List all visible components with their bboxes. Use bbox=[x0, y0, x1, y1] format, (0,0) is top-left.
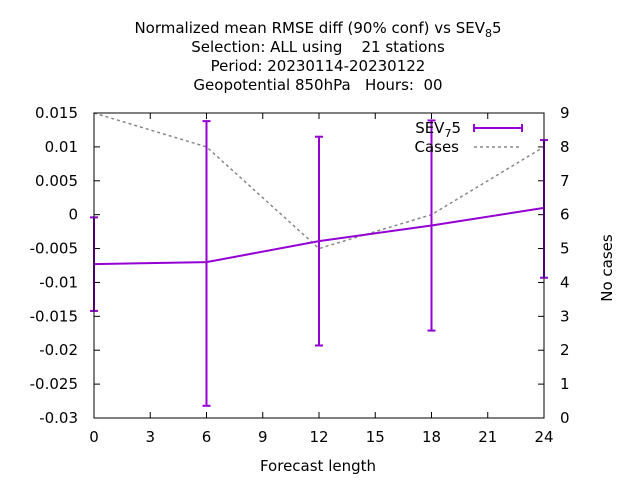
legend-label-sev75: SEV75 bbox=[415, 119, 461, 140]
y-tick-labels: 0.015 0.01 0.005 0 -0.005 -0.01 -0.015 -0.02 -0.… bbox=[30, 104, 78, 427]
x-tick-label: 24 bbox=[534, 428, 553, 446]
y2-tick-label: 5 bbox=[560, 240, 570, 258]
title-line-3: Period: 20230114-20230122 bbox=[211, 57, 426, 75]
x-tick-labels: 0 3 6 9 12 15 18 21 24 bbox=[89, 428, 553, 446]
y-tick-label: -0.01 bbox=[39, 273, 78, 291]
y-tick-label: -0.015 bbox=[30, 307, 78, 325]
y2-tick-label: 0 bbox=[560, 409, 570, 427]
x-tick-label: 9 bbox=[258, 428, 268, 446]
legend-sev-prefix: SEV bbox=[415, 119, 445, 137]
x-tick-label: 6 bbox=[202, 428, 212, 446]
title-line-4: Geopotential 850hPa Hours: 00 bbox=[193, 76, 442, 94]
x-axis-label: Forecast length bbox=[260, 457, 376, 475]
x-tick-label: 15 bbox=[366, 428, 385, 446]
y2-tick-label: 4 bbox=[560, 273, 570, 291]
sev75-errorbar bbox=[202, 120, 211, 407]
x-tick-label: 0 bbox=[89, 428, 99, 446]
cases-series-line bbox=[93, 112, 545, 250]
title-line-1-sub: 8 bbox=[485, 27, 492, 40]
legend-label-cases: Cases bbox=[414, 138, 459, 156]
title-line-1-suffix: 5 bbox=[492, 19, 502, 37]
legend: SEV75 Cases bbox=[414, 119, 523, 156]
plot-series bbox=[90, 112, 548, 407]
y-tick-label: -0.005 bbox=[30, 240, 78, 258]
y-tick-label: -0.03 bbox=[39, 409, 78, 427]
x-tick-label: 18 bbox=[422, 428, 441, 446]
y2-tick-label: 8 bbox=[560, 138, 570, 156]
y2-tick-label: 2 bbox=[560, 341, 570, 359]
y-tick-label: 0 bbox=[68, 206, 78, 224]
title-line-1: Normalized mean RMSE diff (90% conf) vs … bbox=[134, 19, 501, 40]
y2-tick-label: 9 bbox=[560, 104, 570, 122]
y2-tick-label: 6 bbox=[560, 206, 570, 224]
y2-tick-label: 1 bbox=[560, 375, 570, 393]
x-tick-label: 3 bbox=[145, 428, 155, 446]
y2-tick-label: 3 bbox=[560, 307, 570, 325]
sev75-errorbar bbox=[427, 119, 436, 332]
y-tick-label: 0.01 bbox=[45, 138, 78, 156]
x-tick-label: 12 bbox=[309, 428, 328, 446]
y-tick-label: -0.025 bbox=[30, 375, 78, 393]
title-line-2: Selection: ALL using 21 stations bbox=[191, 38, 445, 56]
legend-sev75-line-sample bbox=[473, 124, 523, 132]
y-tick-label: -0.02 bbox=[39, 341, 78, 359]
chart-title: Normalized mean RMSE diff (90% conf) vs … bbox=[134, 19, 501, 94]
x-tick-label: 21 bbox=[478, 428, 497, 446]
plot-frame bbox=[93, 112, 545, 419]
y-tick-label: 0.015 bbox=[35, 104, 78, 122]
legend-sev-sub: 7 bbox=[444, 127, 451, 140]
title-line-1-prefix: Normalized mean RMSE diff (90% conf) vs … bbox=[134, 19, 485, 37]
legend-sev-suffix: 5 bbox=[451, 119, 461, 137]
sev75-errorbar bbox=[315, 135, 323, 347]
y2-tick-labels: 0 1 2 3 4 5 6 7 8 9 bbox=[560, 104, 570, 427]
y2-tick-label: 7 bbox=[560, 172, 570, 190]
y-tick-label: 0.005 bbox=[35, 172, 78, 190]
y2-axis-label: No cases bbox=[598, 234, 616, 302]
